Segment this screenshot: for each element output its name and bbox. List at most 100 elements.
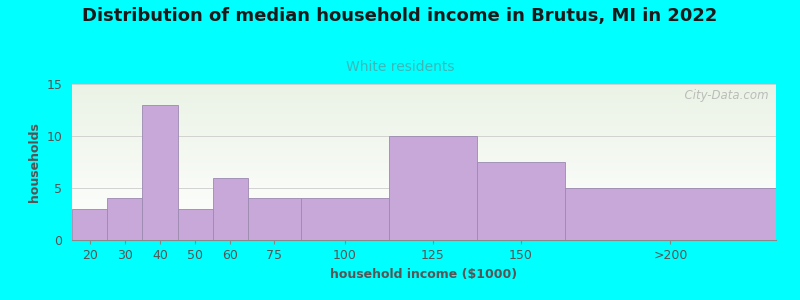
Bar [72,167,776,168]
Bar [72,87,776,88]
Text: City-Data.com: City-Data.com [678,89,769,102]
Bar [72,193,776,194]
Bar [72,177,776,178]
Text: White residents: White residents [346,60,454,74]
Bar [72,115,776,116]
Bar [72,97,776,98]
Bar [213,178,248,240]
Bar [72,131,776,132]
Bar [72,93,776,94]
Bar [72,195,776,196]
Bar [72,156,776,157]
Bar [72,220,776,221]
Bar [72,137,776,138]
Bar [72,175,776,176]
Bar [72,174,776,175]
Bar [72,133,776,134]
Bar [72,145,776,146]
Bar [72,101,776,102]
Bar [72,127,776,128]
Bar [72,225,776,226]
Bar [72,207,776,208]
Bar [72,203,776,204]
Bar [72,111,776,112]
Bar [72,224,776,225]
Bar [72,89,776,90]
Bar [72,121,776,122]
Bar [72,206,776,207]
Bar [72,179,776,180]
Bar [72,169,776,170]
Bar [72,96,776,97]
Bar [72,155,776,156]
Bar [72,120,776,121]
Bar [72,221,776,222]
Bar [72,162,776,163]
Bar [72,102,776,103]
Bar [72,110,776,111]
Bar [72,147,776,148]
Bar [72,122,776,123]
Bar [72,138,776,139]
Bar [72,170,776,171]
Bar [72,194,776,195]
Bar [72,144,776,145]
Bar [72,198,776,199]
Bar [72,92,776,93]
Bar [301,198,389,240]
Bar [72,208,776,209]
Bar [72,99,776,100]
Bar [72,239,776,240]
Bar [72,166,776,167]
Bar [72,84,776,85]
Bar [72,181,776,182]
Bar [72,211,776,212]
Bar [72,183,776,184]
Bar [72,140,776,141]
Bar [72,139,776,140]
Bar [72,136,776,137]
Bar [72,212,776,213]
Bar [72,164,776,165]
Bar [72,202,776,203]
Bar [72,123,776,124]
Bar [72,228,776,229]
Bar [72,192,776,193]
Bar [72,159,776,160]
Bar [72,186,776,187]
Bar [72,230,776,231]
X-axis label: household income ($1000): household income ($1000) [330,268,518,281]
Bar [72,129,776,130]
Bar [72,237,776,238]
Bar [72,219,776,220]
Bar [72,204,776,205]
Bar [72,100,776,101]
Bar [72,95,776,96]
Bar [72,114,776,115]
Bar [72,100,776,101]
Bar [72,112,776,113]
Bar [72,132,776,133]
Bar [72,109,776,110]
Bar [72,233,776,234]
Bar [72,238,776,239]
Text: Distribution of median household income in Brutus, MI in 2022: Distribution of median household income … [82,8,718,26]
Bar [72,205,776,206]
Bar [142,105,178,240]
Bar [72,176,776,177]
Bar [72,168,776,169]
Bar [72,197,776,198]
Bar [72,113,776,114]
Bar [72,161,776,162]
Bar [72,134,776,135]
Bar [72,153,776,154]
Bar [72,151,776,152]
Bar [72,171,776,172]
Bar [72,149,776,150]
Bar [72,116,776,117]
Bar [72,182,776,183]
Bar [72,103,776,104]
Bar [72,125,776,126]
Bar [72,235,776,236]
Bar [72,118,776,119]
